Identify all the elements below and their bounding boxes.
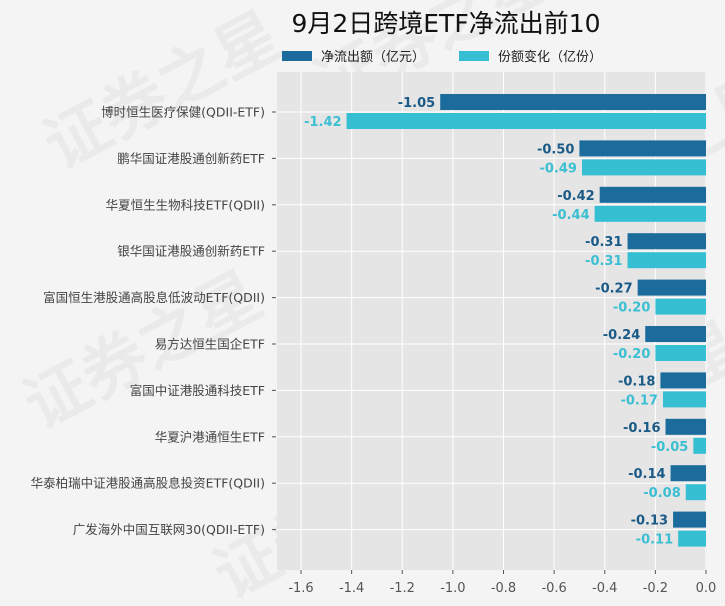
data-label-net-outflow: -0.16 <box>623 421 660 436</box>
bar-share-change <box>655 345 706 361</box>
bar-share-change <box>662 391 706 408</box>
bar-share-change <box>693 437 706 454</box>
legend-label-share-change: 份额变化（亿份） <box>498 49 602 65</box>
bar-share-change <box>655 298 706 315</box>
legend-label-net-outflow: 净流出额（亿元） <box>321 50 425 65</box>
bar-share-change <box>581 159 706 176</box>
category-label: 华夏恒生生物科技ETF(QDII) <box>106 197 265 212</box>
bar-share-change <box>678 530 706 547</box>
data-label-net-outflow: -0.14 <box>628 467 665 482</box>
value-labels: -1.05 -0.50 -0.42 -0.31 -0.27 -0.24 -0.18 -0.16… <box>304 96 688 548</box>
bar-share-change <box>594 205 706 222</box>
category-labels: 博时恒生医疗保健(QDII-ETF) 鹏华国证港股通创新药ETF 华夏恒生生物科技E… <box>31 105 276 537</box>
chart-title: 9月2日跨境ETF净流出前10 <box>291 9 600 38</box>
x-tick-label: -1.4 <box>339 581 364 596</box>
data-label-share-change: -0.11 <box>636 533 673 548</box>
x-tick-label: -1.2 <box>390 581 415 596</box>
bar-net-outflow <box>665 418 706 435</box>
category-label: 华夏沪港通恒生ETF <box>155 429 265 444</box>
x-tick-label: -0.6 <box>541 581 566 596</box>
category-label: 华泰柏瑞中证港股通高股息投资ETF(QDII) <box>31 476 265 491</box>
bar-net-outflow <box>599 186 706 203</box>
bar-net-outflow <box>637 279 706 296</box>
data-label-net-outflow: -0.18 <box>618 374 655 389</box>
x-tick-label: -1.6 <box>288 581 313 596</box>
bar-share-change <box>346 113 706 129</box>
x-tick-label: 0.0 <box>696 581 717 596</box>
legend-swatch-net-outflow <box>282 51 312 61</box>
bars <box>346 94 706 547</box>
category-label: 鹏华国证港股通创新药ETF <box>117 151 265 166</box>
data-label-share-change: -0.49 <box>539 161 576 176</box>
bar-share-change <box>627 252 706 269</box>
category-label: 博时恒生医疗保健(QDII-ETF) <box>101 105 265 120</box>
category-label: 广发海外中国互联网30(QDII-ETF) <box>73 522 265 537</box>
category-label: 富国恒生港股通高股息低波动ETF(QDII) <box>43 290 265 305</box>
x-tick-label: -0.2 <box>643 581 668 596</box>
data-label-net-outflow: -0.24 <box>603 328 640 343</box>
data-label-net-outflow: -0.42 <box>557 189 594 204</box>
x-axis: -1.6 -1.4 -1.2 -1.0 -0.8 -0.6 -0.4 -0.2 0.0 <box>288 570 716 596</box>
category-label: 易方达恒生国企ETF <box>155 337 265 352</box>
bar-net-outflow <box>660 372 706 389</box>
legend-swatch-share-change <box>459 51 489 61</box>
data-label-share-change: -0.20 <box>613 347 650 362</box>
legend: 净流出额（亿元） 份额变化（亿份） <box>282 49 602 65</box>
category-label: 银华国证港股通创新药ETF <box>117 244 265 259</box>
data-label-share-change: -0.44 <box>552 208 589 223</box>
bar-share-change <box>685 484 706 501</box>
data-label-share-change: -0.31 <box>585 254 622 269</box>
data-label-share-change: -0.17 <box>620 393 657 408</box>
x-tick-label: -1.0 <box>440 581 465 596</box>
data-label-net-outflow: -1.05 <box>398 96 435 111</box>
bar-net-outflow <box>579 140 706 157</box>
bar-net-outflow <box>673 511 706 528</box>
bar-net-outflow <box>627 233 706 250</box>
data-label-net-outflow: -0.27 <box>595 282 632 297</box>
data-label-net-outflow: -0.13 <box>631 514 668 529</box>
category-label: 富国中证港股通科技ETF <box>130 383 265 398</box>
x-tick-label: -0.4 <box>592 581 617 596</box>
data-label-net-outflow: -0.31 <box>585 235 622 250</box>
data-label-share-change: -0.08 <box>643 486 680 501</box>
bar-net-outflow <box>645 326 706 342</box>
bar-net-outflow <box>670 465 706 482</box>
data-label-net-outflow: -0.50 <box>537 142 574 157</box>
data-label-share-change: -1.42 <box>304 115 341 130</box>
data-label-share-change: -0.05 <box>651 440 688 455</box>
data-label-share-change: -0.20 <box>613 301 650 316</box>
bar-net-outflow <box>440 94 706 110</box>
x-tick-label: -0.8 <box>491 581 516 596</box>
